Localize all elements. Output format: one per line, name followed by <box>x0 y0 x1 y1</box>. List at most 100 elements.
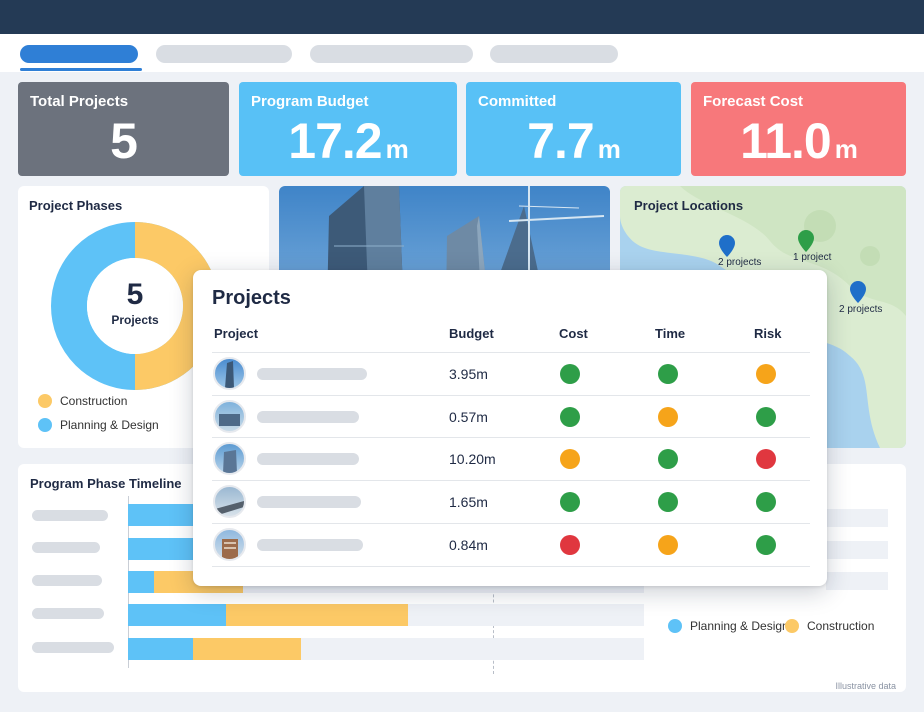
legend-swatch <box>668 619 682 633</box>
donut-center-value: 5 <box>126 278 144 311</box>
table-row[interactable]: 0.84m <box>212 523 810 566</box>
project-name-placeholder <box>257 411 359 423</box>
project-name-placeholder <box>257 539 363 551</box>
pin-label: 2 projects <box>839 304 883 315</box>
col-header-time[interactable]: Time <box>655 326 686 341</box>
timeline-bar-planning[interactable] <box>128 638 193 660</box>
legend-label: Planning & Design <box>690 619 789 633</box>
tab-3[interactable] <box>310 45 473 63</box>
donut-center-label: Projects <box>111 313 159 327</box>
project-name-placeholder <box>257 368 367 380</box>
project-thumbnail <box>213 442 246 475</box>
col-header-project[interactable]: Project <box>214 326 259 341</box>
kpi-unit: m <box>597 134 621 164</box>
card-title: Project Locations <box>634 198 744 213</box>
panel-title: Projects <box>212 287 291 309</box>
kpi-forecast-cost: Forecast Cost 11.0 m <box>691 82 906 176</box>
kpi-unit: m <box>834 134 858 164</box>
timeline-label-placeholder <box>32 510 108 521</box>
kpi-label: Program Budget <box>251 93 369 110</box>
kpi-value: 17.2 m <box>239 112 457 170</box>
risk-status-dot <box>756 535 776 555</box>
budget-value: 10.20m <box>449 451 496 467</box>
budget-value: 1.65m <box>449 494 488 510</box>
kpi-number: 11.0 <box>740 113 832 169</box>
risk-status-dot <box>756 364 776 384</box>
time-status-dot <box>658 535 678 555</box>
row-divider <box>212 566 810 567</box>
tab-bar <box>0 34 924 72</box>
kpi-value: 5 <box>18 112 229 170</box>
table-row[interactable]: 1.65m <box>212 480 810 523</box>
kpi-number: 5 <box>110 113 138 169</box>
row-divider <box>212 523 810 524</box>
row-divider <box>212 480 810 481</box>
legend-label: Construction <box>807 619 875 633</box>
timeline-track <box>826 509 888 527</box>
col-header-budget[interactable]: Budget <box>449 326 494 341</box>
legend-swatch <box>785 619 799 633</box>
footnote: Illustrative data <box>835 681 896 691</box>
project-name-placeholder <box>257 496 361 508</box>
cost-status-dot <box>560 535 580 555</box>
timeline-bar-planning[interactable] <box>128 504 198 526</box>
map-pin-icon[interactable] <box>719 235 735 257</box>
table-row[interactable]: 3.95m <box>212 352 810 395</box>
timeline-bar-planning[interactable] <box>128 538 198 560</box>
pin-label: 2 projects <box>718 257 762 268</box>
timeline-label-placeholder <box>32 642 114 653</box>
budget-value: 0.57m <box>449 409 488 425</box>
timeline-label-placeholder <box>32 608 104 619</box>
cost-status-dot <box>560 449 580 469</box>
donut-hole <box>87 258 183 354</box>
time-status-dot <box>658 407 678 427</box>
timeline-bar-construction[interactable] <box>226 604 408 626</box>
card-title: Program Phase Timeline <box>30 476 182 491</box>
project-thumbnail <box>213 400 246 433</box>
cost-status-dot <box>560 492 580 512</box>
legend-planning: Planning & Design <box>668 619 789 633</box>
table-row[interactable]: 0.57m <box>212 395 810 438</box>
kpi-number: 7.7 <box>527 113 595 169</box>
active-tab-indicator <box>20 68 142 71</box>
risk-status-dot <box>756 449 776 469</box>
kpi-value: 7.7 m <box>466 112 681 170</box>
time-status-dot <box>658 449 678 469</box>
project-name-placeholder <box>257 453 359 465</box>
pin-label: 1 project <box>793 252 832 263</box>
projects-panel: Projects Project Budget Cost Time Risk 3… <box>193 270 827 586</box>
kpi-label: Total Projects <box>30 93 129 110</box>
timeline-track <box>826 572 888 590</box>
timeline-bar-construction[interactable] <box>193 638 301 660</box>
kpi-number: 17.2 <box>288 113 382 169</box>
risk-status-dot <box>756 407 776 427</box>
kpi-label: Committed <box>478 93 557 110</box>
legend-construction: Construction <box>785 619 874 633</box>
legend-swatch <box>38 418 52 432</box>
col-header-cost[interactable]: Cost <box>559 326 588 341</box>
kpi-label: Forecast Cost <box>703 93 804 110</box>
project-thumbnail <box>213 528 246 561</box>
timeline-track <box>826 541 888 559</box>
time-status-dot <box>658 492 678 512</box>
tab-active[interactable] <box>20 45 138 63</box>
app-header <box>0 0 924 34</box>
table-row[interactable]: 10.20m <box>212 437 810 480</box>
tab-2[interactable] <box>156 45 292 63</box>
cost-status-dot <box>560 407 580 427</box>
map-pin-icon[interactable] <box>850 281 866 303</box>
legend-construction: Construction <box>38 394 127 408</box>
project-thumbnail <box>213 357 246 390</box>
kpi-total-projects: Total Projects 5 <box>18 82 229 176</box>
legend-label: Planning & Design <box>60 418 159 432</box>
risk-status-dot <box>756 492 776 512</box>
timeline-bar-planning[interactable] <box>128 604 226 626</box>
timeline-bar-planning[interactable] <box>128 571 154 593</box>
budget-value: 0.84m <box>449 537 488 553</box>
time-status-dot <box>658 364 678 384</box>
map-pin-icon[interactable] <box>798 230 814 252</box>
col-header-risk[interactable]: Risk <box>754 326 782 341</box>
legend-label: Construction <box>60 394 128 408</box>
budget-value: 3.95m <box>449 366 488 382</box>
tab-4[interactable] <box>490 45 618 63</box>
